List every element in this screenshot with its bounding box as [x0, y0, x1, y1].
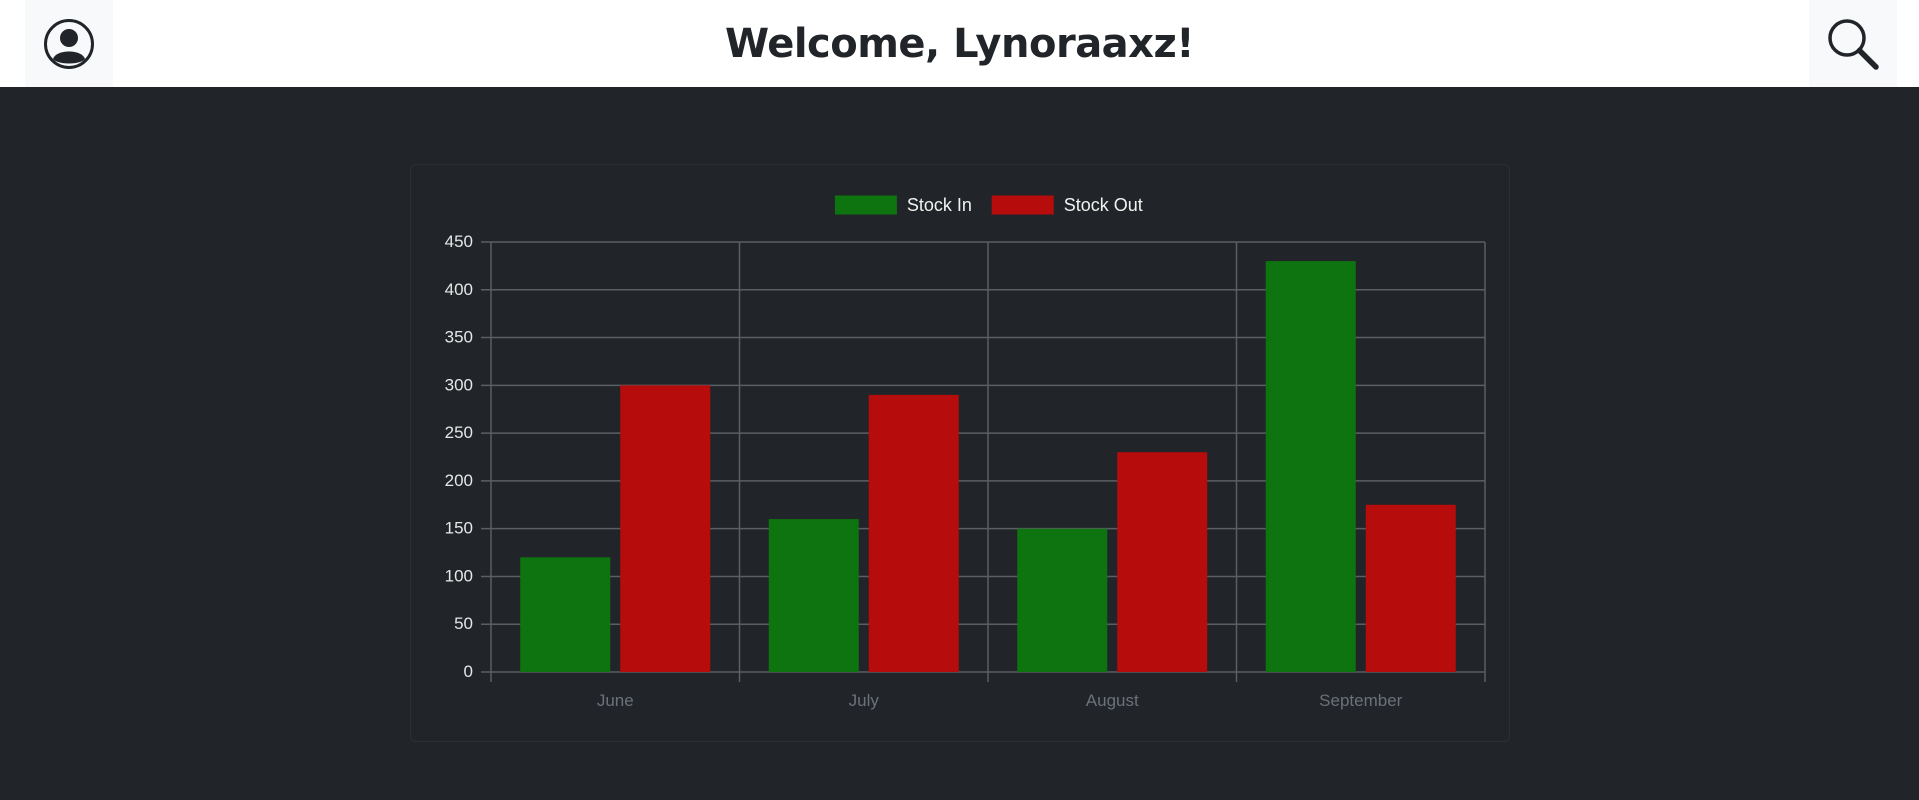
legend-swatch-stock-out	[991, 195, 1054, 215]
user-circle-icon	[44, 18, 94, 69]
bar-stock-in	[1265, 261, 1356, 672]
bar-stock-in	[768, 519, 859, 672]
legend-swatch-stock-in	[834, 195, 897, 215]
x-tick-label: August	[1086, 691, 1139, 710]
search-icon	[1828, 18, 1879, 70]
legend-label: Stock Out	[1064, 195, 1143, 215]
bar-stock-out	[868, 394, 959, 672]
y-tick-label: 450	[445, 232, 473, 251]
y-tick-label: 50	[454, 614, 473, 633]
y-tick-label: 400	[445, 280, 473, 299]
bar-stock-in	[1017, 528, 1108, 672]
x-tick-label: July	[849, 691, 880, 710]
y-tick-label: 200	[445, 471, 473, 490]
legend-label: Stock In	[907, 195, 972, 215]
stock-chart-card: 0 50 100 150 200 250 300 350 400 450 June July Augus…	[410, 164, 1510, 742]
bar-stock-in	[520, 557, 611, 672]
y-tick-label: 250	[445, 423, 473, 442]
bar-stock-out	[1117, 452, 1208, 672]
x-tick-label: June	[597, 691, 634, 710]
y-tick-label: 0	[464, 662, 473, 681]
y-tick-label: 350	[445, 328, 473, 347]
profile-button[interactable]	[25, 0, 113, 87]
bar-stock-out	[620, 385, 711, 672]
y-tick-label: 300	[445, 375, 473, 394]
stock-bar-chart: 0 50 100 150 200 250 300 350 400 450 June July Augus…	[445, 195, 1486, 710]
top-bar: Welcome, Lynoraaxz!	[0, 0, 1919, 87]
search-button[interactable]	[1809, 0, 1897, 87]
y-tick-label: 150	[445, 519, 473, 538]
x-tick-label: September	[1319, 691, 1402, 710]
bar-stock-out	[1365, 504, 1456, 672]
y-tick-label: 100	[445, 566, 473, 585]
page-title: Welcome, Lynoraaxz!	[725, 20, 1195, 67]
